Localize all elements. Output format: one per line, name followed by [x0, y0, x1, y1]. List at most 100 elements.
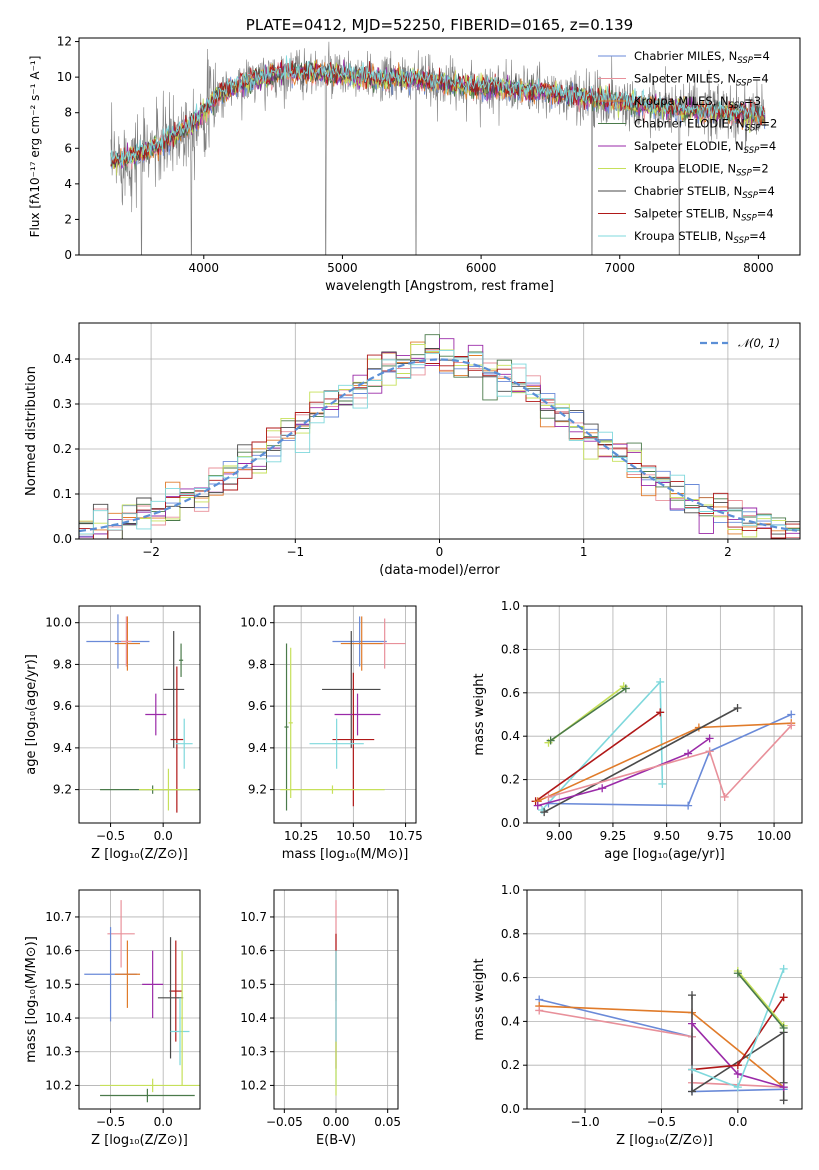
- axes-frame: [78, 605, 201, 824]
- plot-area: [535, 964, 788, 1105]
- series-marker: [733, 969, 742, 978]
- legend-prefix: Chabrier ELODIE, N: [634, 117, 745, 131]
- series-marker: [688, 1019, 696, 1028]
- panel-age_vs_Z: −0.5 0.0 9.2 9.4 9.6 9.8 10.0 Z [log₁₀(Z/Z⊙)] ag…: [24, 605, 201, 862]
- axes-frame: [78, 889, 201, 1110]
- error-point: [100, 1088, 195, 1103]
- x-tick-label: 6000: [466, 261, 497, 275]
- y-tick-label: 9.6: [53, 699, 72, 713]
- x-tick-label: 9.75: [707, 829, 734, 843]
- y-tick-label: 0.0: [501, 1102, 520, 1116]
- series: [733, 967, 788, 1030]
- x-tick-label: 0.0: [154, 1115, 173, 1129]
- legend-sub: SSP: [744, 146, 760, 156]
- y-tick-label: 10.3: [45, 1045, 72, 1059]
- x-tick-label: 10.75: [388, 829, 422, 843]
- y-tick-label: 9.2: [53, 783, 72, 797]
- plot-area: [280, 616, 406, 811]
- legend-suffix: =2: [760, 117, 777, 131]
- series-marker: [533, 801, 542, 810]
- x-tick-label: 10.25: [284, 829, 318, 843]
- x-tick-label: 2: [724, 545, 732, 559]
- error-point: [142, 950, 164, 1019]
- y-tick-label: 9.4: [248, 741, 267, 755]
- series: [538, 677, 667, 814]
- y-tick-label: 0.2: [501, 1058, 520, 1072]
- legend-prefix: Salpeter STELIB, N: [634, 207, 741, 221]
- x-tick-label: 7000: [604, 261, 635, 275]
- legend-sub: SSP: [745, 124, 761, 134]
- error-point: [181, 950, 184, 1086]
- y-tick-label: 9.2: [248, 783, 267, 797]
- x-tick-label: −1.0: [570, 1115, 599, 1129]
- y-tick-label: 10.3: [240, 1045, 267, 1059]
- y-tick-label: 9.4: [53, 741, 72, 755]
- series-marker: [720, 792, 729, 801]
- series-marker: [787, 721, 796, 730]
- y-tick-label: 0.2: [501, 773, 520, 787]
- plot-area: [79, 334, 800, 539]
- y-axis-label: Flux [fλ10⁻¹⁷ erg cm⁻² s⁻¹ A⁻¹]: [28, 56, 42, 238]
- histogram-step: [79, 348, 800, 539]
- series: [544, 721, 796, 801]
- legend-entry: Salpeter STELIB, NSSP=4: [634, 207, 774, 224]
- y-tick-label: 9.8: [248, 657, 267, 671]
- y-tick-label: 10.6: [240, 944, 267, 958]
- legend-suffix: =4: [759, 139, 776, 153]
- legend-suffix: =4: [749, 229, 766, 243]
- y-tick-label: 0.8: [501, 927, 520, 941]
- series-marker: [688, 991, 696, 1000]
- y-tick-label: 6: [64, 141, 72, 155]
- series-marker: [658, 779, 667, 788]
- legend-entry: Kroupa ELODIE, NSSP=2: [634, 162, 769, 179]
- axes-frame: [526, 889, 803, 1110]
- legend-sub: SSP: [729, 101, 745, 111]
- series-marker: [779, 964, 788, 973]
- x-tick-label: 9.25: [600, 829, 627, 843]
- series-marker: [733, 1083, 742, 1092]
- y-tick-label: 10.4: [240, 1011, 267, 1025]
- x-axis-label: (data-model)/error: [379, 563, 500, 578]
- y-axis-label: mass weight: [472, 673, 487, 755]
- series-marker: [598, 784, 607, 793]
- series-marker: [684, 801, 693, 810]
- error-point: [340, 616, 383, 671]
- plot-area: [531, 677, 796, 817]
- axes-frame: [78, 37, 801, 256]
- legend-entry: Chabrier STELIB, NSSP=4: [634, 184, 775, 201]
- legend-prefix: Salpeter MILES, N: [634, 72, 736, 86]
- x-axis-label: Z [log₁₀(Z/Z⊙)]: [91, 1133, 188, 1148]
- series-line: [537, 737, 711, 807]
- series-marker: [733, 1069, 742, 1078]
- model-spectrum: [110, 55, 765, 166]
- y-tick-label: 10.7: [240, 910, 267, 924]
- y-tick-label: 0.2: [53, 442, 72, 456]
- panel-mass_vs_EBV: −0.05 0.00 0.05 10.2 10.3 10.4 10.5 10.6 10.7 E(B…: [240, 889, 401, 1148]
- histogram-step: [79, 354, 800, 539]
- chart-title: PLATE=0412, MJD=52250, FIBERID=0165, z=0…: [246, 16, 633, 34]
- y-tick-label: 10.5: [240, 977, 267, 991]
- error-point: [332, 616, 387, 667]
- legend-suffix: =4: [758, 184, 775, 198]
- error-point: [170, 997, 190, 1066]
- error-point: [145, 693, 167, 736]
- legend-entry: Salpeter MILES, NSSP=4: [634, 72, 769, 89]
- plot-area: [110, 41, 766, 255]
- series-line: [548, 724, 792, 799]
- series: [540, 703, 742, 817]
- panel-mass_vs_Z: −0.5 0.0 10.2 10.3 10.4 10.5 10.6 10.7 Z [log₁₀(…: [24, 889, 201, 1148]
- error-point: [288, 647, 293, 798]
- y-tick-label: 0.4: [501, 729, 520, 743]
- series-marker: [621, 684, 630, 693]
- x-tick-label: 1: [580, 545, 588, 559]
- x-tick-label: 0: [436, 545, 444, 559]
- series-marker: [733, 1061, 742, 1070]
- y-tick-label: 0.1: [53, 487, 72, 501]
- x-axis-label: wavelength [Angstrom, rest frame]: [325, 279, 554, 294]
- y-tick-label: 10.0: [240, 616, 267, 630]
- normal-curve: [79, 358, 798, 533]
- y-tick-label: 0.3: [53, 397, 72, 411]
